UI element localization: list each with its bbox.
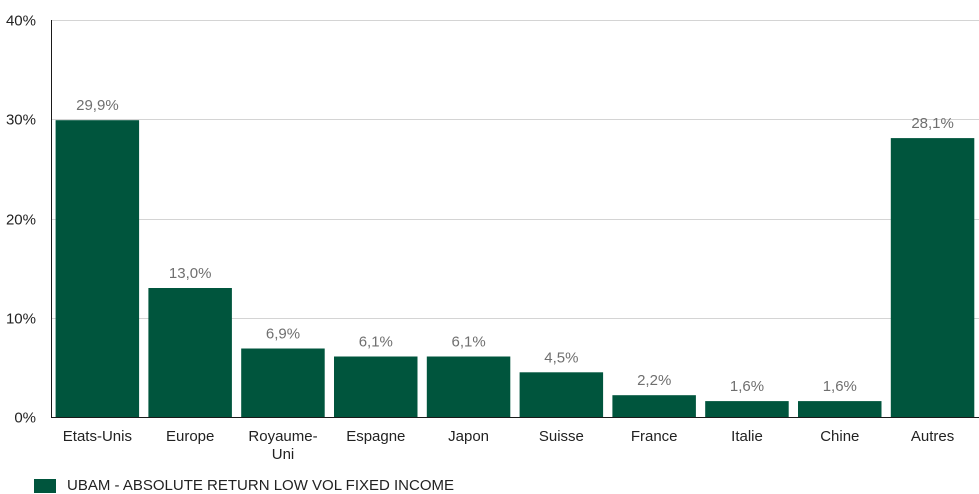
bar (890, 138, 975, 417)
gridlines (51, 20, 979, 319)
data-label: 6,9% (266, 326, 300, 343)
data-label: 4,5% (544, 349, 578, 366)
x-tick-label: Europe (166, 428, 214, 445)
x-tick-label: France (631, 428, 678, 445)
bar (241, 348, 325, 417)
data-label: 28,1% (911, 115, 954, 132)
x-tick-label: Chine (820, 428, 859, 445)
data-label: 6,1% (451, 334, 485, 351)
data-labels: 29,9% 13,0% 6,9% 6,1% 6,1% 4,5% 2,2% 1,6% 1,6% 28… (76, 97, 954, 395)
bar (55, 120, 140, 417)
bar (612, 395, 696, 417)
bar (705, 401, 789, 417)
y-tick-label: 10% (6, 311, 36, 328)
x-tick-label: Suisse (539, 428, 584, 445)
data-label: 2,2% (637, 372, 671, 389)
data-label: 1,6% (823, 378, 857, 395)
y-tick-label: 40% (6, 13, 36, 30)
bar (798, 401, 882, 417)
data-label: 1,6% (730, 378, 764, 395)
bar (426, 356, 511, 417)
legend-swatch (34, 478, 56, 493)
x-tick-label: Japon (448, 428, 489, 445)
legend: UBAM - ABSOLUTE RETURN LOW VOL FIXED INC… (34, 477, 454, 494)
y-tick-label: 20% (6, 212, 36, 229)
axes: 0% 10% 20% 30% 40% Etats-Unis Europe Royaume-Un… (6, 13, 979, 463)
bars (55, 120, 975, 417)
legend-label: UBAM - ABSOLUTE RETURN LOW VOL FIXED INC… (67, 477, 454, 494)
x-tick-label: Espagne (346, 428, 405, 445)
x-tick-label: Etats-Unis (63, 428, 132, 445)
bar (334, 356, 418, 417)
bar (148, 288, 232, 417)
y-tick-label: 0% (14, 410, 36, 427)
data-label: 29,9% (76, 97, 119, 114)
y-tick-label: 30% (6, 112, 36, 129)
x-tick-label: Royaume-Uni (248, 428, 317, 463)
x-tick-label: Italie (731, 428, 763, 445)
bar (519, 372, 604, 417)
data-label: 6,1% (359, 334, 393, 351)
data-label: 13,0% (169, 265, 212, 282)
x-tick-label: Autres (911, 428, 954, 445)
